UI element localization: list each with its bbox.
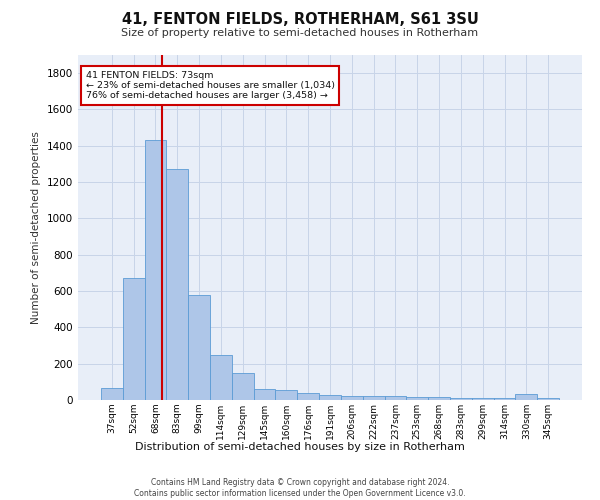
Bar [166, 170, 188, 400]
Bar [494, 398, 515, 400]
Bar [537, 398, 559, 400]
Bar [428, 398, 450, 400]
Bar [188, 294, 210, 400]
Bar [210, 354, 232, 400]
Bar [297, 392, 319, 400]
Bar [341, 396, 363, 400]
Bar [363, 396, 385, 400]
Text: Contains HM Land Registry data © Crown copyright and database right 2024.
Contai: Contains HM Land Registry data © Crown c… [134, 478, 466, 498]
Bar [450, 398, 472, 400]
Bar [515, 394, 537, 400]
Bar [145, 140, 166, 400]
Bar [472, 398, 494, 400]
Y-axis label: Number of semi-detached properties: Number of semi-detached properties [31, 131, 41, 324]
Text: Distribution of semi-detached houses by size in Rotherham: Distribution of semi-detached houses by … [135, 442, 465, 452]
Text: 41 FENTON FIELDS: 73sqm
← 23% of semi-detached houses are smaller (1,034)
76% of: 41 FENTON FIELDS: 73sqm ← 23% of semi-de… [86, 70, 335, 101]
Bar [319, 394, 341, 400]
Text: 41, FENTON FIELDS, ROTHERHAM, S61 3SU: 41, FENTON FIELDS, ROTHERHAM, S61 3SU [122, 12, 478, 28]
Bar [385, 396, 406, 400]
Bar [232, 373, 254, 400]
Bar [101, 388, 123, 400]
Bar [254, 389, 275, 400]
Bar [275, 390, 297, 400]
Bar [406, 398, 428, 400]
Text: Size of property relative to semi-detached houses in Rotherham: Size of property relative to semi-detach… [121, 28, 479, 38]
Bar [123, 278, 145, 400]
